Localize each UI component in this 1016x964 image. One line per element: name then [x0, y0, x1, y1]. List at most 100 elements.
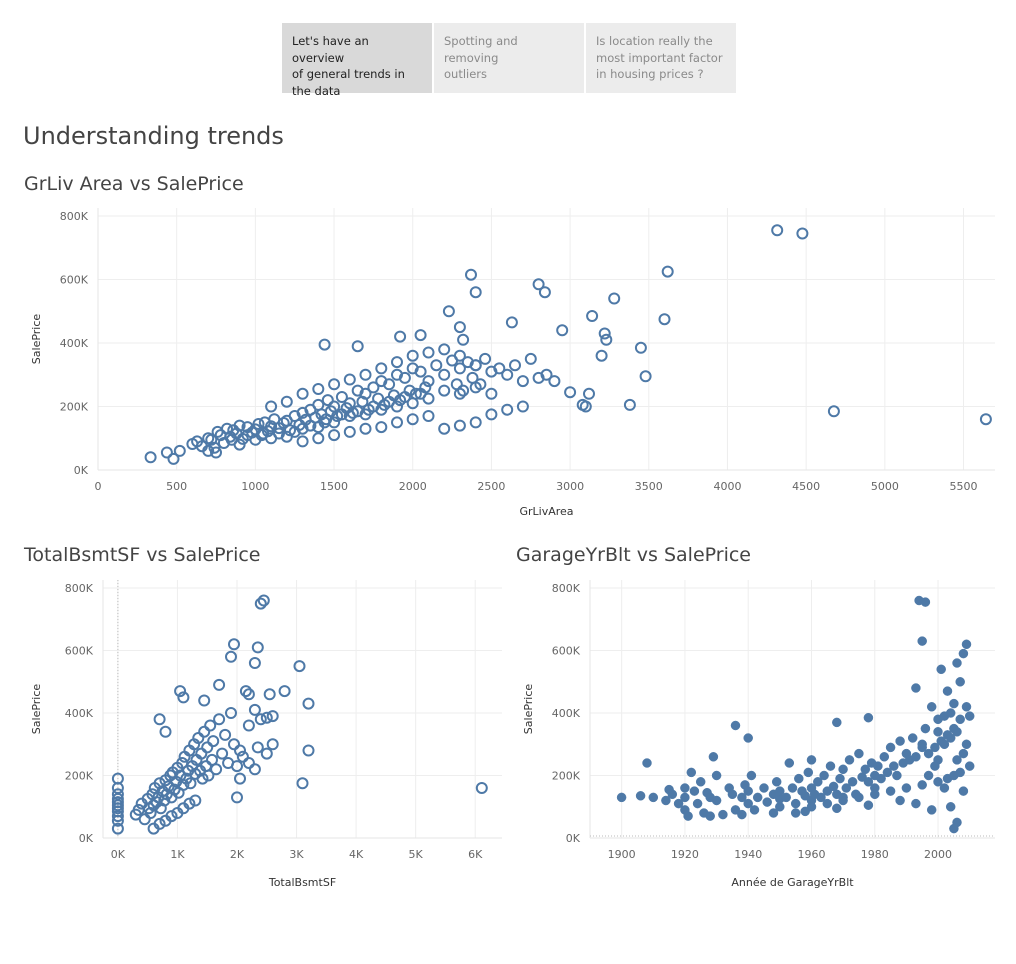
data-point[interactable]	[359, 422, 372, 435]
data-point[interactable]	[312, 421, 325, 434]
data-point[interactable]	[422, 375, 435, 388]
data-point[interactable]	[189, 794, 202, 807]
data-point[interactable]	[192, 732, 205, 744]
data-point[interactable]	[639, 370, 652, 383]
data-point[interactable]	[819, 770, 829, 781]
data-point[interactable]	[138, 813, 151, 826]
data-point[interactable]	[159, 725, 172, 738]
data-point[interactable]	[933, 714, 943, 725]
data-point[interactable]	[917, 739, 927, 750]
data-point[interactable]	[825, 761, 836, 771]
data-point[interactable]	[254, 597, 267, 610]
data-point[interactable]	[213, 713, 226, 726]
data-point[interactable]	[828, 781, 839, 792]
data-point[interactable]	[251, 741, 264, 754]
data-point[interactable]	[266, 738, 279, 751]
data-point[interactable]	[939, 783, 950, 793]
data-point[interactable]	[961, 702, 972, 712]
data-point[interactable]	[438, 343, 451, 356]
data-point[interactable]	[930, 761, 940, 771]
data-point[interactable]	[225, 707, 237, 719]
data-point[interactable]	[233, 438, 246, 451]
data-point[interactable]	[453, 419, 466, 432]
data-point[interactable]	[952, 658, 962, 668]
data-point[interactable]	[266, 710, 279, 723]
data-point[interactable]	[548, 375, 561, 388]
data-point[interactable]	[335, 408, 348, 421]
data-point[interactable]	[683, 811, 693, 821]
data-point[interactable]	[955, 714, 965, 725]
data-point[interactable]	[177, 691, 190, 704]
data-point[interactable]	[438, 384, 451, 397]
data-point[interactable]	[479, 352, 492, 365]
data-point[interactable]	[958, 648, 969, 659]
data-point[interactable]	[524, 352, 537, 365]
data-point[interactable]	[692, 798, 703, 809]
data-point[interactable]	[775, 786, 785, 796]
data-point[interactable]	[351, 405, 364, 418]
data-point[interactable]	[964, 711, 975, 721]
data-point[interactable]	[111, 772, 124, 785]
data-point[interactable]	[796, 227, 809, 240]
data-point[interactable]	[469, 359, 482, 372]
data-point[interactable]	[228, 638, 240, 651]
data-point[interactable]	[174, 685, 187, 698]
data-point[interactable]	[414, 365, 427, 378]
data-point[interactable]	[768, 808, 779, 818]
data-point[interactable]	[383, 378, 396, 391]
data-point[interactable]	[422, 392, 435, 405]
data-point[interactable]	[453, 349, 466, 362]
data-point[interactable]	[634, 341, 647, 354]
data-point[interactable]	[278, 685, 291, 698]
data-point[interactable]	[586, 310, 599, 322]
data-point[interactable]	[453, 362, 466, 375]
data-point[interactable]	[743, 798, 753, 809]
data-point[interactable]	[911, 683, 921, 693]
data-point[interactable]	[705, 811, 715, 821]
data-point[interactable]	[438, 368, 451, 381]
data-point[interactable]	[936, 664, 946, 675]
data-point[interactable]	[111, 788, 124, 801]
data-point[interactable]	[173, 444, 186, 457]
data-point[interactable]	[277, 417, 290, 429]
data-point[interactable]	[876, 773, 886, 784]
data-point[interactable]	[556, 324, 569, 337]
data-point[interactable]	[321, 394, 334, 407]
data-point[interactable]	[737, 809, 747, 820]
data-point[interactable]	[213, 678, 226, 691]
data-point[interactable]	[391, 416, 403, 429]
data-point[interactable]	[359, 368, 372, 381]
data-point[interactable]	[882, 767, 893, 778]
data-point[interactable]	[838, 795, 848, 806]
data-point[interactable]	[595, 349, 608, 362]
data-point[interactable]	[863, 712, 874, 723]
data-point[interactable]	[873, 761, 883, 771]
data-point[interactable]	[787, 783, 798, 793]
data-point[interactable]	[231, 760, 243, 773]
data-point[interactable]	[234, 772, 246, 785]
data-point[interactable]	[196, 772, 209, 785]
data-point[interactable]	[885, 742, 896, 753]
data-point[interactable]	[485, 408, 498, 421]
data-point[interactable]	[210, 446, 222, 459]
data-point[interactable]	[958, 748, 969, 759]
data-point[interactable]	[863, 777, 874, 787]
data-point[interactable]	[806, 755, 817, 765]
data-point[interactable]	[302, 697, 315, 710]
data-point[interactable]	[394, 330, 407, 343]
data-point[interactable]	[727, 789, 738, 800]
data-point[interactable]	[923, 748, 934, 759]
data-point[interactable]	[406, 413, 419, 426]
data-point[interactable]	[816, 792, 826, 803]
data-point[interactable]	[949, 823, 959, 834]
data-point[interactable]	[438, 422, 451, 435]
data-point[interactable]	[183, 797, 196, 810]
data-point[interactable]	[516, 375, 529, 388]
data-point[interactable]	[210, 763, 223, 776]
data-point[interactable]	[469, 286, 482, 299]
data-point[interactable]	[457, 384, 470, 397]
data-point[interactable]	[844, 755, 855, 765]
data-point[interactable]	[207, 735, 220, 748]
data-point[interactable]	[926, 805, 937, 815]
data-point[interactable]	[961, 639, 972, 650]
